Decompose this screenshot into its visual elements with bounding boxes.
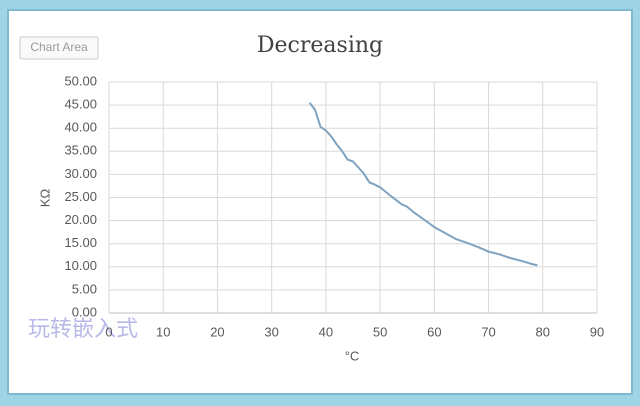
x-tick-label: 70	[481, 324, 495, 339]
x-tick-label: 20	[210, 324, 224, 339]
x-tick-label: 10	[156, 324, 170, 339]
y-tick-label: 10.00	[64, 258, 97, 273]
y-tick-label: 15.00	[64, 235, 97, 250]
x-tick-label: 60	[427, 324, 441, 339]
chart-area	[7, 9, 633, 395]
data-line	[308, 102, 538, 267]
y-tick-label: 50.00	[64, 73, 97, 88]
x-tick-label: 50	[373, 324, 387, 339]
x-tick-label: 0	[105, 324, 112, 339]
y-tick-label: 35.00	[64, 143, 97, 158]
x-tick-label: 40	[319, 324, 333, 339]
x-tick-label: 90	[590, 324, 604, 339]
y-tick-label: 20.00	[64, 212, 97, 227]
x-tick-label: 30	[264, 324, 278, 339]
y-tick-label: 25.00	[64, 189, 97, 204]
y-axis-label: KΩ	[37, 189, 52, 208]
y-tick-label: 5.00	[72, 281, 97, 296]
y-tick-label: 45.00	[64, 97, 97, 112]
badge: Chart Area	[30, 40, 88, 54]
chart-title: Decreasing	[257, 33, 383, 58]
x-tick-label: 80	[536, 324, 550, 339]
y-tick-label: 30.00	[64, 166, 97, 181]
watermark: 玩转嵌入式	[28, 317, 138, 342]
y-tick-label: 40.00	[64, 120, 97, 135]
watermark: 知乎 @玩转嵌入式	[498, 375, 622, 392]
x-axis-label: °C	[345, 348, 360, 363]
y-tick-label: 0.00	[72, 304, 97, 319]
badge-box	[19, 36, 99, 60]
